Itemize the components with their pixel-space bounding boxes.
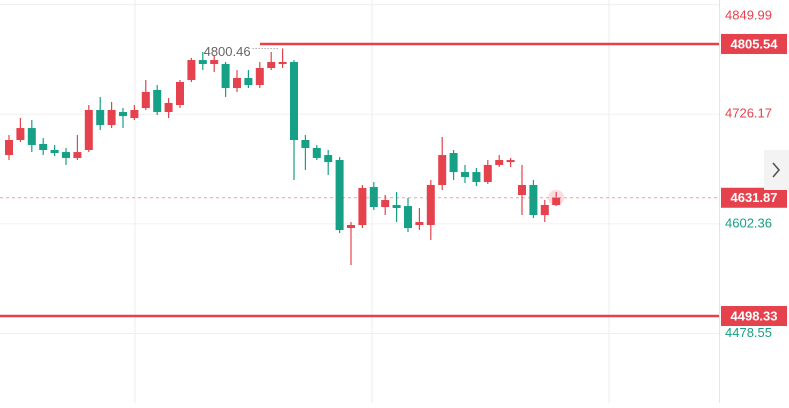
y-tick-label: 4602.36 [725,215,772,230]
candle-body [176,81,184,106]
candle-body [119,112,127,117]
chevron-icon[interactable] [772,162,781,178]
price-line-badge [721,33,787,54]
candle-body [449,153,458,173]
candle-body [221,64,230,89]
candle-body [198,60,207,65]
current-price-label: 4631.87 [731,190,778,205]
max-label: 4800.46 [204,44,251,59]
candle-body [233,78,241,89]
candle-body [552,197,561,205]
candle-body [96,109,105,126]
candle-body [141,92,150,109]
candle-body [415,221,424,226]
candle-body [495,160,504,165]
candle-body [506,160,515,163]
last-price-glow [548,189,565,206]
candle-body [540,204,549,216]
button-bg[interactable] [764,150,789,190]
candle-body [84,109,93,151]
candle-body [347,225,355,229]
candle-body [461,172,469,178]
candle-body [404,206,412,229]
candle-body [255,68,264,86]
candle-body [39,143,48,151]
price-line-label: 4498.33 [731,308,778,323]
candle-body [324,155,333,163]
candle-body [358,187,367,226]
y-tick-label: 4478.55 [725,325,772,340]
candle-body [62,152,70,158]
scroll-right-button[interactable] [764,150,789,190]
candle-body [153,89,162,113]
y-tick-label: 4849.99 [725,7,772,22]
candle-body [392,204,401,209]
candle-body [244,78,253,86]
candle-body [130,109,139,119]
candle-body [164,102,173,113]
candle-body [335,160,344,231]
candle-body [518,184,526,195]
candle-body [5,140,13,156]
candle-body [107,109,116,126]
candle-body [472,172,481,182]
candle-body [210,60,219,65]
candle-body [290,61,298,141]
candle-body [267,61,276,69]
candle-body [50,150,59,154]
candle-body [529,184,538,216]
candle-body [278,61,287,65]
price-line-badge [721,306,787,327]
candle-body [301,140,310,148]
candle-body [312,147,321,158]
candle-body [27,128,36,146]
price-line-label: 4805.54 [731,36,779,51]
candle-body [369,187,378,208]
candle-body [16,128,25,141]
candle-body [438,155,447,185]
candle-body [483,164,492,182]
candle-body [73,152,82,158]
candle-body [381,200,390,208]
candle-body [187,60,196,80]
y-tick-label: 4726.17 [725,106,772,121]
current-price-badge [721,187,787,208]
candle-body [426,184,435,226]
